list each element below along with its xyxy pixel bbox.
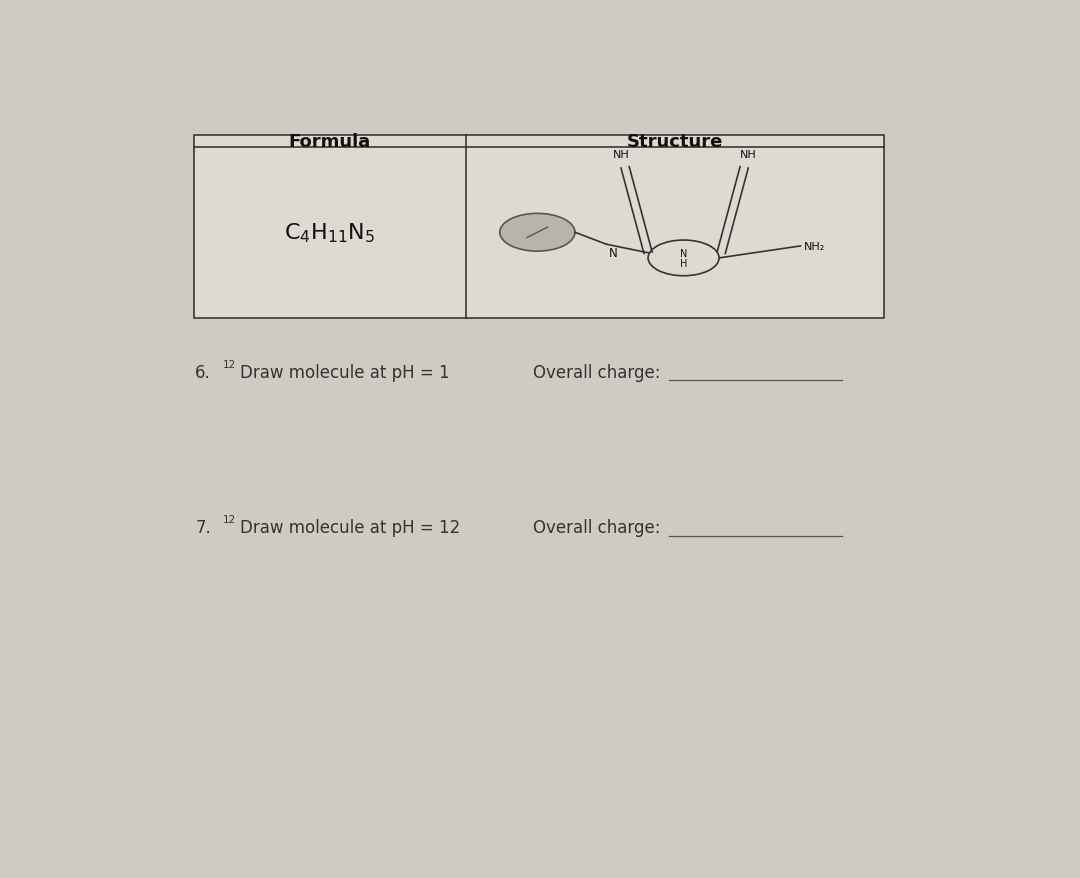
Text: Overall charge:: Overall charge: <box>532 363 665 381</box>
Text: 12: 12 <box>222 359 237 370</box>
Text: Overall charge:: Overall charge: <box>532 519 665 536</box>
Text: Draw molecule at pH = 1: Draw molecule at pH = 1 <box>240 363 449 381</box>
Text: NH: NH <box>612 150 630 160</box>
Ellipse shape <box>500 214 575 252</box>
Text: 7.: 7. <box>195 519 211 536</box>
Text: Structure: Structure <box>627 133 724 151</box>
Bar <box>193 136 885 319</box>
Text: 6.: 6. <box>195 363 211 381</box>
Text: NH: NH <box>740 150 757 160</box>
Text: $\mathregular{C_4H_{11}N_5}$: $\mathregular{C_4H_{11}N_5}$ <box>284 221 376 245</box>
Text: 12: 12 <box>222 515 237 525</box>
Text: N
H: N H <box>680 248 687 269</box>
Text: Draw molecule at pH = 12: Draw molecule at pH = 12 <box>240 519 460 536</box>
Text: NH₂: NH₂ <box>804 241 825 252</box>
Text: N: N <box>609 247 618 260</box>
Text: Formula: Formula <box>288 133 372 151</box>
